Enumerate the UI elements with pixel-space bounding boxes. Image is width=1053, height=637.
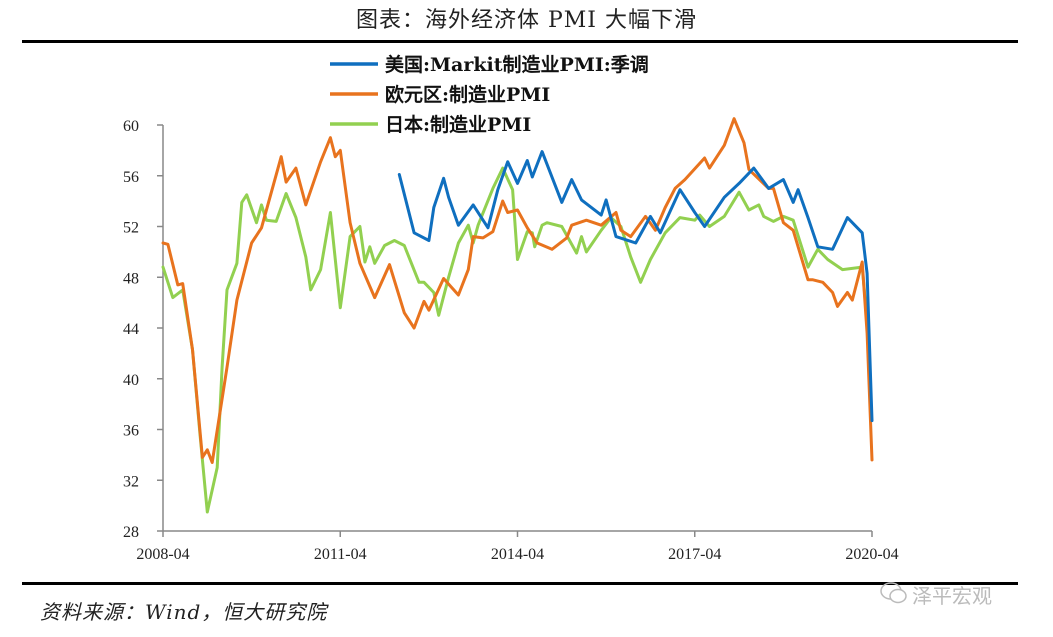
x-tick-label: 2017-04 xyxy=(668,546,721,563)
y-tick-label: 56 xyxy=(123,169,139,186)
bottom-rule xyxy=(22,582,1018,585)
source-note: 资料来源：Wind，恒大研究院 xyxy=(40,600,328,624)
y-tick-label: 52 xyxy=(123,220,139,237)
legend-label-1: 欧元区:制造业PMI xyxy=(385,83,550,106)
wechat-icon xyxy=(880,582,907,604)
x-tick-label: 2020-04 xyxy=(845,546,898,563)
y-tick-label: 48 xyxy=(123,270,139,287)
y-tick-label: 36 xyxy=(123,423,139,440)
series-line-1 xyxy=(161,117,874,464)
chart-title: 图表：海外经济体 PMI 大幅下滑 xyxy=(355,8,697,33)
series-line-2 xyxy=(161,166,869,514)
x-tick-label: 2008-04 xyxy=(136,546,189,563)
series-line-0 xyxy=(397,150,874,423)
x-tick-label: 2011-04 xyxy=(314,546,367,563)
top-rule xyxy=(22,40,1018,43)
y-tick-label: 60 xyxy=(123,118,139,135)
y-tick-label: 44 xyxy=(123,321,139,338)
y-tick-label: 40 xyxy=(123,372,139,389)
legend-label-2: 日本:制造业PMI xyxy=(385,113,531,136)
x-tick-label: 2014-04 xyxy=(491,546,544,563)
legend-label-0: 美国:Markit制造业PMI:季调 xyxy=(385,53,649,76)
watermark: 泽平宏观 xyxy=(912,584,992,608)
y-tick-label: 32 xyxy=(123,473,139,490)
y-tick-label: 28 xyxy=(123,524,139,541)
